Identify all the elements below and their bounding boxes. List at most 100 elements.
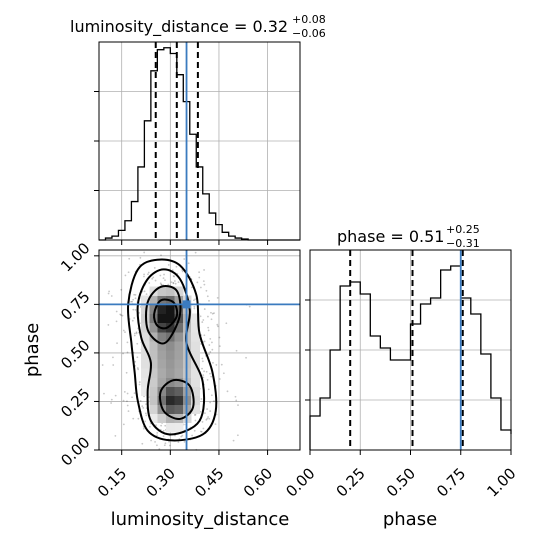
scatter-point <box>131 396 133 399</box>
density-cell <box>149 350 159 360</box>
density-cell <box>166 386 175 396</box>
scatter-point <box>138 381 141 383</box>
scatter-point <box>137 417 140 420</box>
scatter-point <box>101 364 104 366</box>
scatter-point <box>156 434 158 437</box>
scatter-point <box>207 315 209 318</box>
scatter-point <box>172 281 175 284</box>
scatter-point <box>148 282 151 284</box>
density-cell <box>157 377 167 387</box>
title-phase: phase = 0.51 <box>337 227 444 246</box>
scatter-point <box>210 375 213 378</box>
scatter-point <box>141 442 144 445</box>
scatter-point <box>225 322 228 325</box>
scatter-point <box>209 372 211 375</box>
density-cell <box>191 404 200 415</box>
scatter-point <box>108 290 111 293</box>
density-cell <box>157 386 167 396</box>
density-cell <box>140 331 150 342</box>
scatter-point <box>206 295 209 298</box>
scatter-point <box>131 300 134 303</box>
scatter-point <box>207 329 210 332</box>
density-cell <box>157 286 167 296</box>
scatter-point <box>205 418 208 421</box>
density-cell <box>149 368 159 378</box>
scatter-point <box>116 342 118 345</box>
scatter-point <box>136 342 139 345</box>
density-cell <box>157 395 167 406</box>
scatter-point <box>181 270 184 273</box>
scatter-point <box>160 254 162 257</box>
density-cell <box>157 313 167 324</box>
scatter-point <box>112 364 115 366</box>
density-cell <box>174 286 184 296</box>
density-cell <box>166 313 175 324</box>
title-luminosity-distance: luminosity_distance = 0.32 <box>70 17 288 37</box>
scatter-point <box>194 419 197 422</box>
scatter-point <box>126 400 128 403</box>
density-cell <box>149 404 159 415</box>
density-cell <box>191 322 200 333</box>
marginal-panel-phase: 0.00 0.25 0.50 0.75 1.00 <box>282 249 520 501</box>
scatter-point <box>210 318 213 321</box>
scatter-point <box>207 416 209 418</box>
scatter-point <box>210 311 212 314</box>
contour-line <box>126 258 218 442</box>
scatter-point <box>142 406 145 409</box>
scatter-point <box>202 427 205 430</box>
scatter-point <box>132 417 135 420</box>
scatter-point <box>160 424 163 427</box>
density-cell <box>166 286 175 296</box>
density-cell <box>140 340 150 351</box>
scatter-point <box>158 448 161 450</box>
density-cell <box>191 386 200 396</box>
x-axis-label-luminosity-distance: luminosity_distance <box>111 509 290 530</box>
scatter-point <box>156 431 159 434</box>
scatter-point <box>168 444 171 447</box>
scatter-point <box>162 435 165 438</box>
scatter-point <box>191 434 194 437</box>
scatter-point <box>203 370 205 373</box>
y-axis-label-phase: phase <box>22 323 43 377</box>
scatter-point <box>206 408 209 410</box>
density-cell <box>166 350 175 360</box>
scatter-point <box>160 283 163 286</box>
scatter-point <box>216 296 219 299</box>
scatter-point <box>136 356 139 359</box>
scatter-point <box>212 361 214 364</box>
scatter-point <box>202 280 205 283</box>
density-cell <box>166 304 175 315</box>
scatter-point <box>124 331 126 334</box>
scatter-point <box>155 424 157 426</box>
scatter-point <box>196 281 199 284</box>
scatter-point <box>199 286 202 289</box>
scatter-point <box>235 399 238 402</box>
scatter-point <box>156 444 158 447</box>
scatter-point <box>137 368 140 371</box>
scatter-point <box>120 314 122 316</box>
scatter-point <box>198 271 201 274</box>
scatter-point <box>215 364 218 366</box>
scatter-point <box>192 299 195 302</box>
scatter-point <box>138 311 141 314</box>
scatter-point <box>216 323 219 326</box>
scatter-point <box>162 277 165 280</box>
scatter-point <box>177 281 180 284</box>
density-cell <box>157 340 167 351</box>
scatter-point <box>193 307 196 310</box>
density-cell <box>166 322 175 333</box>
density-cell <box>149 395 159 406</box>
scatter-point <box>201 357 204 360</box>
scatter-point <box>168 440 170 443</box>
density-cell <box>191 350 200 360</box>
scatter-point <box>134 308 137 311</box>
scatter-point <box>162 429 165 432</box>
contour-line <box>153 298 179 330</box>
scatter-point <box>210 394 213 397</box>
density-cell <box>174 359 184 369</box>
scatter-point <box>213 312 215 315</box>
scatter-point <box>142 427 145 430</box>
scatter-point <box>131 319 134 322</box>
density-cell <box>140 386 150 396</box>
scatter-point <box>218 336 221 339</box>
